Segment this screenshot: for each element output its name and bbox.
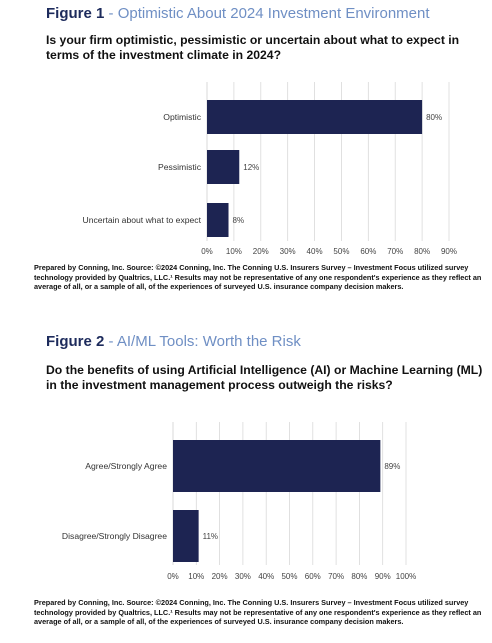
category-label: Disagree/Strongly Disagree [62, 531, 167, 541]
x-tick-label: 10% [226, 247, 242, 256]
x-tick-label: 10% [188, 572, 204, 581]
figure-2-chart: 0% 10% 20% 30% 40% 50% 60% 70% 80% 90% 100% Agree/S… [62, 422, 416, 581]
x-tick-label: 50% [333, 247, 349, 256]
x-tick-label: 70% [328, 572, 344, 581]
x-tick-label: 90% [375, 572, 391, 581]
data-label: 8% [233, 216, 245, 225]
x-tick-label: 20% [212, 572, 228, 581]
x-tick-label: 50% [281, 572, 297, 581]
x-tick-label: 90% [441, 247, 457, 256]
figure-1-source: Prepared by Conning, Inc. Source: ©2024 … [34, 263, 482, 292]
x-tick-label: 60% [305, 572, 321, 581]
bar [207, 100, 423, 134]
data-label: 12% [243, 163, 259, 172]
figure-1-title: Figure 1 - Optimistic About 2024 Investm… [46, 5, 430, 22]
category-label: Agree/Strongly Agree [85, 461, 167, 471]
bar [173, 510, 199, 562]
figure-1-question: Is your firm optimistic, pessimistic or … [46, 33, 460, 62]
x-tick-label: 80% [414, 247, 430, 256]
figure-2-question: Do the benefits of using Artificial Inte… [46, 363, 483, 392]
category-label: Optimistic [163, 112, 201, 122]
bar [207, 150, 240, 184]
figure-1-separator: - [108, 5, 114, 22]
data-label: 89% [384, 462, 400, 471]
x-tick-label: 30% [280, 247, 296, 256]
figure-2-source: Prepared by Conning, Inc. Source: ©2024 … [34, 598, 482, 627]
figure-1-name: Optimistic About 2024 Investment Environ… [117, 5, 430, 22]
x-tick-label: 100% [396, 572, 416, 581]
x-tick-label: 80% [351, 572, 367, 581]
figure-2-title: Figure 2 - AI/ML Tools: Worth the Risk [46, 333, 301, 350]
figure-2-name: AI/ML Tools: Worth the Risk [116, 333, 301, 350]
x-tick-label: 70% [387, 247, 403, 256]
category-label: Uncertain about what to expect [83, 215, 202, 225]
x-tick-label: 0% [201, 247, 213, 256]
x-tick-label: 40% [307, 247, 323, 256]
data-label: 80% [426, 113, 442, 122]
x-tick-label: 20% [253, 247, 269, 256]
figure-2-number: Figure 2 [46, 333, 105, 350]
x-tick-label: 60% [360, 247, 376, 256]
bar [173, 440, 381, 492]
data-label: 11% [203, 532, 218, 541]
bar [207, 203, 229, 237]
category-label: Pessimistic [158, 162, 202, 172]
figure-2-separator: - [108, 333, 114, 350]
figure-1-number: Figure 1 [46, 5, 105, 22]
figure-1-chart: 0% 10% 20% 30% 40% 50% 60% 70% 80% 90% Optimistic 8… [83, 82, 457, 256]
x-tick-label: 0% [167, 572, 179, 581]
x-tick-label: 40% [258, 572, 274, 581]
x-tick-label: 30% [235, 572, 251, 581]
